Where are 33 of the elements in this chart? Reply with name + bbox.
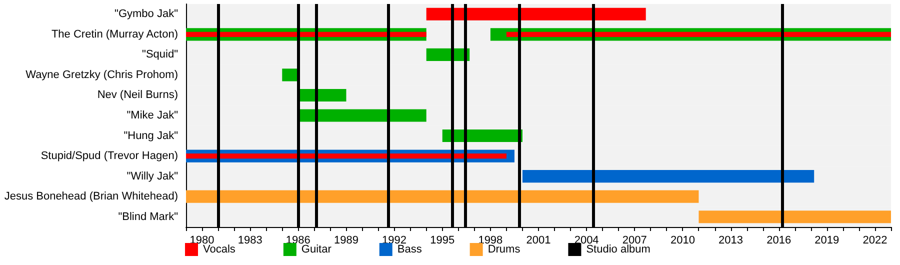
y-tick-label: Nev (Neil Burns) — [97, 89, 178, 102]
bar — [698, 210, 891, 224]
x-tick-label: 1983 — [238, 234, 262, 246]
x-tick-label: 2013 — [718, 234, 744, 246]
bar — [186, 154, 506, 159]
y-tick-label: "Blind Mark" — [118, 210, 178, 223]
y-tick-label: Jesus Bonehead (Brian Whitehead) — [4, 190, 178, 203]
x-tick-label: 2022 — [862, 234, 888, 246]
x-tick-label: 1998 — [478, 234, 503, 246]
y-tick-label: "Hung Jak" — [124, 130, 178, 142]
legend-label: Drums — [488, 244, 521, 256]
legend-label: Studio album — [586, 244, 650, 256]
legend-label: Vocals — [203, 244, 236, 256]
y-tick-label: "Squid" — [142, 48, 178, 61]
y-tick-label: Stupid/Spud (Trevor Hagen) — [40, 150, 178, 162]
legend-label: Guitar — [301, 244, 332, 256]
x-tick-label: 1995 — [430, 234, 455, 246]
y-tick-label: "Gymbo Jak" — [114, 8, 178, 20]
x-tick-label: 2016 — [766, 234, 792, 246]
y-tick-label: "Mike Jak" — [126, 110, 178, 122]
x-tick-label: 2010 — [670, 234, 695, 246]
y-tick-label: "Willy Jak" — [126, 170, 178, 182]
x-tick-label: 2001 — [526, 234, 551, 246]
bar — [522, 170, 814, 183]
legend-label: Bass — [397, 244, 422, 256]
y-tick-label: The Cretin (Murray Acton) — [51, 28, 178, 40]
bar — [298, 109, 426, 122]
bar — [186, 190, 699, 203]
y-tick-label: Wayne Gretzky (Chris Prohom) — [26, 68, 178, 81]
bar — [282, 68, 298, 82]
x-tick-label: 2019 — [814, 234, 840, 246]
bar — [506, 32, 891, 37]
x-tick-label: 1989 — [334, 234, 358, 246]
